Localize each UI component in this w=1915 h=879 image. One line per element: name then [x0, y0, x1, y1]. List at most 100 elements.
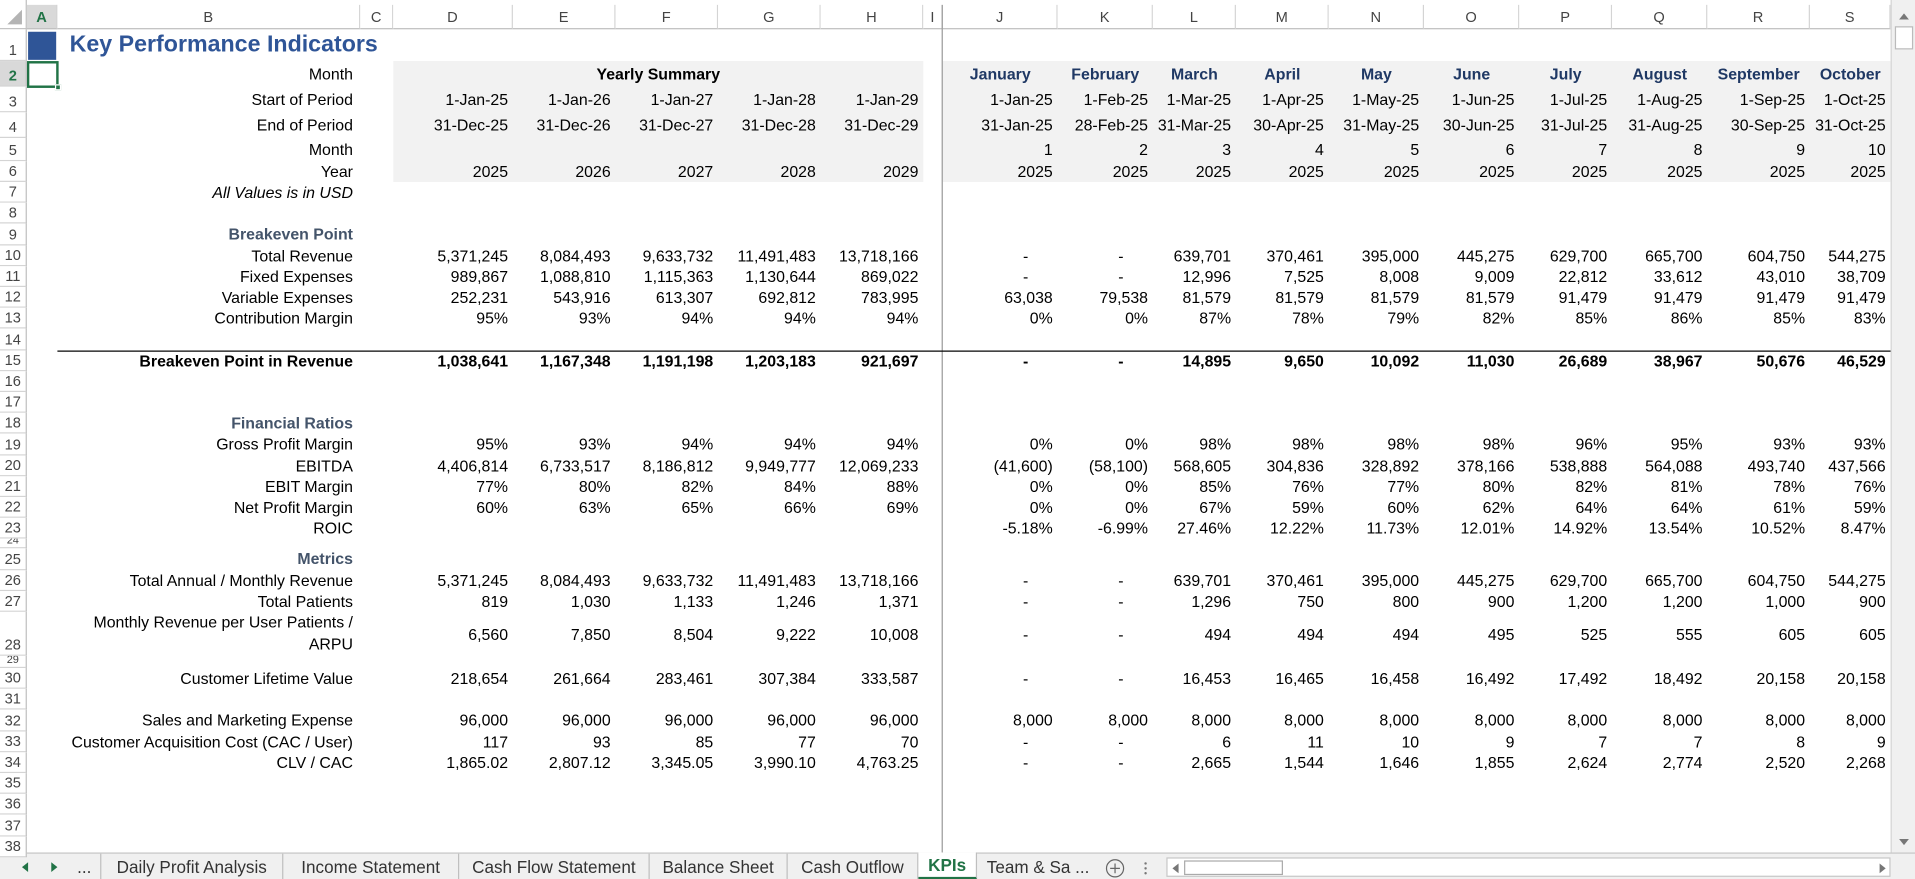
cell[interactable]: 1-Oct-25: [1823, 90, 1886, 109]
cell[interactable]: 1,030: [570, 592, 611, 611]
cell[interactable]: Customer Acquisition Cost (CAC / User): [71, 732, 353, 751]
cell[interactable]: 30-Sep-25: [1730, 116, 1806, 135]
cell[interactable]: 750: [1297, 592, 1324, 611]
cell[interactable]: 11,030: [1466, 351, 1515, 370]
cell[interactable]: 93%: [1773, 435, 1806, 454]
cell[interactable]: 333,587: [861, 669, 919, 688]
row-header[interactable]: 33: [0, 731, 27, 753]
cell[interactable]: 22,812: [1558, 267, 1608, 286]
column-header[interactable]: D: [393, 4, 513, 30]
cell[interactable]: 93%: [578, 435, 611, 454]
cell[interactable]: 1-Aug-25: [1637, 90, 1703, 109]
cell[interactable]: 629,700: [1549, 571, 1608, 590]
cell[interactable]: 5,371,245: [437, 246, 509, 265]
sheet-tab[interactable]: Balance Sheet: [650, 853, 788, 879]
cell[interactable]: September: [1717, 64, 1800, 84]
column-header[interactable]: F: [615, 4, 719, 30]
row-header[interactable]: 4: [0, 112, 27, 139]
cell[interactable]: 94%: [784, 309, 816, 328]
cell[interactable]: 16,492: [1465, 669, 1515, 688]
row-header[interactable]: 34: [0, 752, 27, 774]
cell[interactable]: 80%: [578, 477, 611, 496]
cell[interactable]: 544,275: [1828, 246, 1886, 265]
cell[interactable]: 62%: [1482, 498, 1515, 517]
tab-overflow[interactable]: ...: [77, 856, 92, 877]
cell[interactable]: 543,916: [553, 288, 611, 307]
row-header[interactable]: 37: [0, 815, 27, 837]
cell[interactable]: 8,084,493: [540, 246, 611, 265]
cell[interactable]: 2,774: [1662, 753, 1703, 772]
cell[interactable]: 10,008: [869, 624, 919, 644]
cell[interactable]: Month: [308, 64, 353, 84]
select-all[interactable]: [0, 0, 27, 30]
cell[interactable]: Key Performance Indicators: [69, 31, 378, 58]
cell[interactable]: 14,895: [1182, 351, 1232, 370]
cell[interactable]: 1-Jan-29: [855, 90, 919, 109]
cell[interactable]: 8,000: [1662, 711, 1703, 730]
cell[interactable]: 1,544: [1284, 753, 1324, 772]
cell[interactable]: 96%: [1575, 435, 1608, 454]
cell[interactable]: 8,000: [1379, 711, 1420, 730]
cell[interactable]: March: [1171, 64, 1218, 84]
cell[interactable]: 11.73%: [1366, 519, 1420, 538]
cell[interactable]: 8,000: [1474, 711, 1515, 730]
row-header[interactable]: 35: [0, 773, 27, 795]
cell[interactable]: 13,718,166: [838, 571, 919, 590]
row-header[interactable]: 5: [0, 138, 27, 162]
column-header[interactable]: J: [942, 4, 1058, 30]
column-header[interactable]: P: [1519, 4, 1613, 30]
cell[interactable]: 26,689: [1558, 351, 1608, 370]
cell[interactable]: 85: [695, 732, 714, 751]
row-header[interactable]: 26: [0, 569, 27, 591]
cell[interactable]: Customer Lifetime Value: [180, 669, 353, 688]
cell[interactable]: 96,000: [767, 711, 816, 730]
cell[interactable]: 4,406,814: [437, 456, 509, 475]
cell[interactable]: 50,676: [1756, 351, 1806, 370]
cell[interactable]: 98%: [1482, 435, 1515, 454]
cell[interactable]: 1,133: [673, 592, 714, 611]
cell[interactable]: 66%: [784, 498, 816, 517]
cell[interactable]: 819: [481, 592, 509, 611]
cell[interactable]: 307,384: [758, 669, 816, 688]
cell[interactable]: Breakeven Point: [228, 225, 353, 244]
cell[interactable]: 1,115,363: [643, 267, 714, 286]
cell[interactable]: Financial Ratios: [231, 414, 353, 433]
sheet-tab[interactable]: Daily Profit Analysis: [100, 853, 284, 879]
cell[interactable]: -: [1023, 753, 1029, 772]
cell[interactable]: -: [1118, 351, 1124, 370]
row-header[interactable]: 20: [0, 455, 27, 477]
row-header[interactable]: 11: [0, 265, 27, 287]
cell[interactable]: 869,022: [861, 267, 919, 286]
cell[interactable]: 31-May-25: [1343, 116, 1420, 135]
cell[interactable]: 80%: [1482, 477, 1515, 496]
cell[interactable]: 6,560: [468, 624, 509, 644]
cell[interactable]: 3,345.05: [651, 753, 714, 772]
cell[interactable]: 2029: [883, 162, 919, 181]
cell[interactable]: 20,158: [1756, 669, 1806, 688]
cell[interactable]: EBITDA: [295, 456, 353, 475]
cell[interactable]: 8,000: [1845, 711, 1886, 730]
cell[interactable]: 38,709: [1837, 267, 1886, 286]
cell[interactable]: 2,807.12: [548, 753, 611, 772]
cell[interactable]: 64%: [1575, 498, 1608, 517]
cell[interactable]: -: [1023, 624, 1029, 644]
cell[interactable]: 494: [1297, 624, 1324, 644]
add-sheet-button[interactable]: [1102, 854, 1175, 879]
cell[interactable]: 93%: [578, 309, 611, 328]
cell[interactable]: 28-Feb-25: [1074, 116, 1149, 135]
column-header[interactable]: A: [26, 4, 58, 30]
cell[interactable]: 1-Jan-28: [753, 90, 816, 109]
cell[interactable]: 93: [592, 732, 611, 751]
cell[interactable]: 7,850: [570, 624, 611, 644]
cell[interactable]: 525: [1580, 624, 1608, 644]
cell[interactable]: 5: [1410, 140, 1420, 159]
column-header[interactable]: I: [923, 4, 943, 30]
cell[interactable]: -: [1118, 732, 1124, 751]
row-header[interactable]: 10: [0, 244, 27, 266]
cell[interactable]: 9,222: [776, 624, 816, 644]
cell[interactable]: 85%: [1575, 309, 1608, 328]
cell[interactable]: 1,246: [776, 592, 816, 611]
cell[interactable]: 3: [1222, 140, 1232, 159]
cell[interactable]: 568,605: [1173, 456, 1232, 475]
cell[interactable]: -: [1023, 246, 1029, 265]
